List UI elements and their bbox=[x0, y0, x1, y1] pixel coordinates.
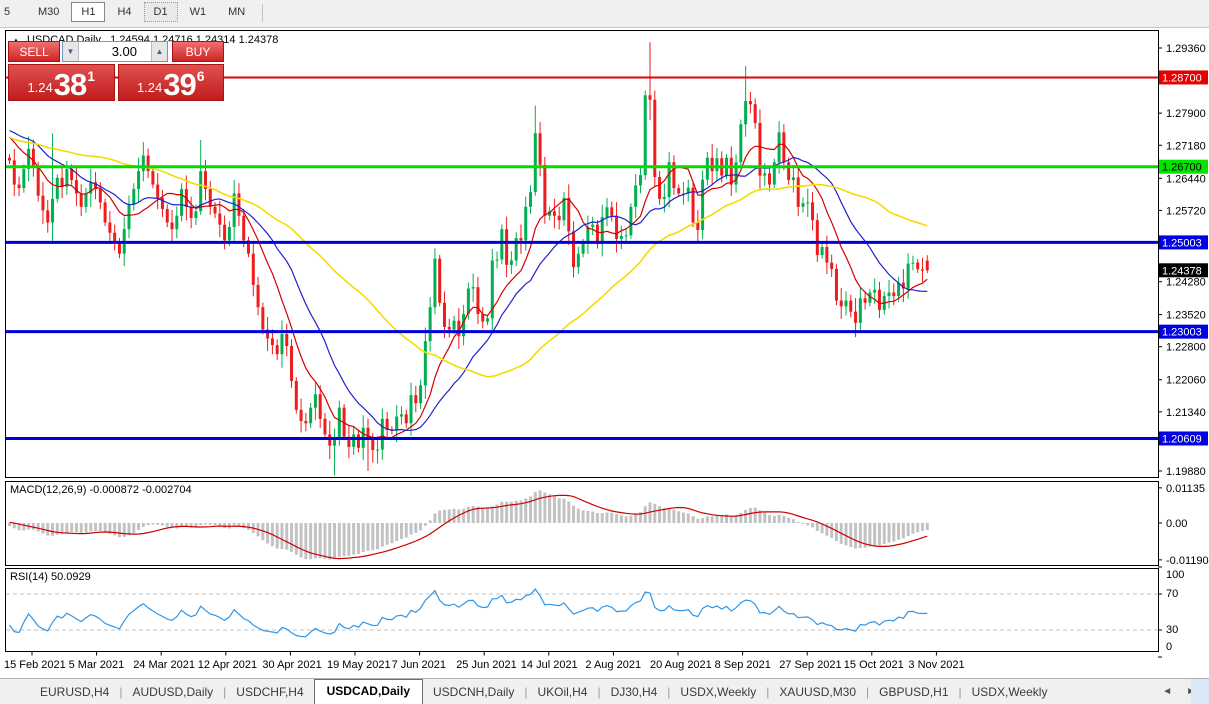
svg-text:5 Mar 2021: 5 Mar 2021 bbox=[69, 659, 125, 671]
svg-text:1.26700: 1.26700 bbox=[1162, 162, 1202, 174]
svg-text:8 Sep 2021: 8 Sep 2021 bbox=[715, 659, 771, 671]
svg-text:1.24280: 1.24280 bbox=[1166, 277, 1206, 289]
svg-text:15 Oct 2021: 15 Oct 2021 bbox=[844, 659, 904, 671]
svg-text:1.19880: 1.19880 bbox=[1166, 466, 1206, 478]
macd-label: MACD(12,26,9) -0.000872 -0.002704 bbox=[10, 484, 192, 496]
chart-tab-dj30-h4[interactable]: DJ30,H4 bbox=[610, 685, 658, 699]
svg-text:70: 70 bbox=[1166, 588, 1178, 600]
tab-separator: | bbox=[119, 685, 123, 699]
svg-text:0.01135: 0.01135 bbox=[1166, 483, 1205, 495]
chart-tab-audusd-daily[interactable]: AUDUSD,Daily bbox=[132, 685, 214, 699]
buy-price-box[interactable]: 1.24 39 6 bbox=[117, 64, 224, 102]
svg-text:1.25003: 1.25003 bbox=[1162, 237, 1202, 249]
chart-tab-usdcad-daily[interactable]: USDCAD,Daily bbox=[313, 679, 423, 704]
svg-text:30: 30 bbox=[1166, 624, 1178, 636]
svg-text:30 Apr 2021: 30 Apr 2021 bbox=[262, 659, 321, 671]
chart-tab-usdx-weekly[interactable]: USDX,Weekly bbox=[680, 685, 757, 699]
chart-tab-usdcnh-daily[interactable]: USDCNH,Daily bbox=[433, 685, 515, 699]
timeframe-button-m30[interactable]: M30 bbox=[38, 6, 60, 18]
sell-price-pipette: 1 bbox=[87, 68, 96, 84]
volume-increase-button[interactable]: ▲ bbox=[151, 42, 167, 61]
toolbar-separator bbox=[262, 4, 264, 22]
timeframe-button-h1[interactable]: H1 bbox=[71, 2, 106, 22]
svg-text:1.26440: 1.26440 bbox=[1166, 173, 1206, 185]
svg-text:0: 0 bbox=[1166, 641, 1172, 653]
tab-separator: | bbox=[866, 685, 870, 699]
pane-border bbox=[5, 568, 1159, 652]
tab-separator: | bbox=[597, 685, 601, 699]
svg-text:-0.011904: -0.011904 bbox=[1166, 555, 1209, 567]
timeframe-button-w1[interactable]: W1 bbox=[189, 6, 207, 18]
svg-text:25 Jun 2021: 25 Jun 2021 bbox=[456, 659, 517, 671]
sell-price-prefix: 1.24 bbox=[27, 80, 53, 95]
macd-axis: 0.01135 0.00 -0.011904 bbox=[1158, 483, 1209, 567]
tab-separator: | bbox=[766, 685, 770, 699]
price-axis[interactable]: 1.293601.286401.279001.271801.264401.257… bbox=[1158, 43, 1208, 478]
svg-text:1.23520: 1.23520 bbox=[1166, 310, 1206, 322]
macd-layer bbox=[8, 490, 929, 560]
svg-text:14 Jul 2021: 14 Jul 2021 bbox=[521, 659, 578, 671]
rsi-axis: 100 70 30 0 bbox=[1158, 566, 1184, 658]
svg-text:1.29360: 1.29360 bbox=[1166, 43, 1206, 55]
tab-separator: | bbox=[667, 685, 671, 699]
chart-tab-usdchf-h4[interactable]: USDCHF,H4 bbox=[236, 685, 304, 699]
svg-text:1.22060: 1.22060 bbox=[1166, 375, 1206, 387]
collapse-arrow-icon[interactable]: ▲ bbox=[12, 36, 20, 45]
horizontal-levels-layer bbox=[6, 76, 1158, 440]
svg-text:1.23003: 1.23003 bbox=[1162, 327, 1202, 339]
chart-tab-gbpusd-h1[interactable]: GBPUSD,H1 bbox=[879, 685, 949, 699]
chart-tab-bar: EURUSD,H4 | AUDUSD,Daily | USDCHF,H4 USDCAD,D… bbox=[0, 678, 1209, 704]
rsi-label: RSI(14) 50.0929 bbox=[10, 571, 91, 583]
timeframe-button-5[interactable]: 5 bbox=[4, 6, 11, 18]
tab-separator: | bbox=[958, 685, 962, 699]
svg-text:27 Sep 2021: 27 Sep 2021 bbox=[779, 659, 841, 671]
tabs-scroll-left-icon[interactable]: ◄ bbox=[1162, 686, 1173, 697]
sell-button[interactable]: SELL bbox=[8, 41, 60, 62]
timeframe-toolbar: 5 M30 H1 H4 D1 W1 MN bbox=[0, 0, 1209, 28]
svg-text:19 May 2021: 19 May 2021 bbox=[327, 659, 391, 671]
buy-price-big: 39 bbox=[163, 66, 196, 102]
chart-tab-xauusd-m30[interactable]: XAUUSD,M30 bbox=[779, 685, 857, 699]
tabbar-corner-strip bbox=[1191, 679, 1209, 704]
pane-border bbox=[5, 30, 1159, 478]
timeframe-button-h4[interactable]: H4 bbox=[117, 6, 132, 18]
buy-button[interactable]: BUY bbox=[172, 41, 224, 62]
svg-text:7 Jun 2021: 7 Jun 2021 bbox=[392, 659, 446, 671]
svg-text:1.20609: 1.20609 bbox=[1162, 433, 1202, 445]
svg-text:2 Aug 2021: 2 Aug 2021 bbox=[585, 659, 641, 671]
svg-text:12 Apr 2021: 12 Apr 2021 bbox=[198, 659, 257, 671]
buy-price-prefix: 1.24 bbox=[136, 80, 163, 95]
volume-decrease-button[interactable]: ▼ bbox=[63, 42, 79, 61]
one-click-trade-panel: SELL ▼ 3.00 ▲ BUY 1.24 38 1 1.24 39 6 bbox=[8, 41, 224, 101]
svg-text:1.27900: 1.27900 bbox=[1166, 108, 1206, 120]
svg-text:1.25720: 1.25720 bbox=[1166, 205, 1206, 217]
rsi-layer bbox=[6, 588, 1158, 638]
candles-layer bbox=[8, 42, 929, 476]
svg-text:15 Feb 2021: 15 Feb 2021 bbox=[4, 659, 66, 671]
svg-text:1.21340: 1.21340 bbox=[1166, 407, 1206, 419]
timeframe-button-d1[interactable]: D1 bbox=[143, 2, 178, 22]
svg-text:24 Mar 2021: 24 Mar 2021 bbox=[133, 659, 195, 671]
svg-text:0.00: 0.00 bbox=[1166, 518, 1187, 530]
chart-tab-usdx-weekly[interactable]: USDX,Weekly bbox=[971, 685, 1048, 699]
date-axis[interactable]: 15 Feb 2021 5 Mar 2021 24 Mar 2021 12 Apr 2… bbox=[4, 651, 965, 672]
svg-text:1.22800: 1.22800 bbox=[1166, 342, 1206, 354]
svg-text:1.28700: 1.28700 bbox=[1162, 72, 1202, 84]
chart-tab-ukoil-h4[interactable]: UKOil,H4 bbox=[537, 685, 588, 699]
tab-separator: | bbox=[524, 685, 528, 699]
sell-price-big: 38 bbox=[53, 66, 87, 102]
svg-text:3 Nov 2021: 3 Nov 2021 bbox=[908, 659, 964, 671]
timeframe-button-mn[interactable]: MN bbox=[228, 6, 246, 18]
svg-text:20 Aug 2021: 20 Aug 2021 bbox=[650, 659, 712, 671]
volume-stepper: ▼ 3.00 ▲ bbox=[62, 41, 168, 62]
svg-text:1.24378: 1.24378 bbox=[1162, 265, 1202, 277]
buy-price-pipette: 6 bbox=[196, 68, 205, 84]
svg-text:1.27180: 1.27180 bbox=[1166, 140, 1206, 152]
tab-separator: | bbox=[223, 685, 227, 699]
volume-input[interactable]: 3.00 bbox=[111, 44, 137, 59]
sell-price-box[interactable]: 1.24 38 1 bbox=[8, 64, 115, 101]
chart-tab-eurusd-h4[interactable]: EURUSD,H4 bbox=[40, 685, 110, 699]
svg-text:100: 100 bbox=[1166, 569, 1184, 581]
